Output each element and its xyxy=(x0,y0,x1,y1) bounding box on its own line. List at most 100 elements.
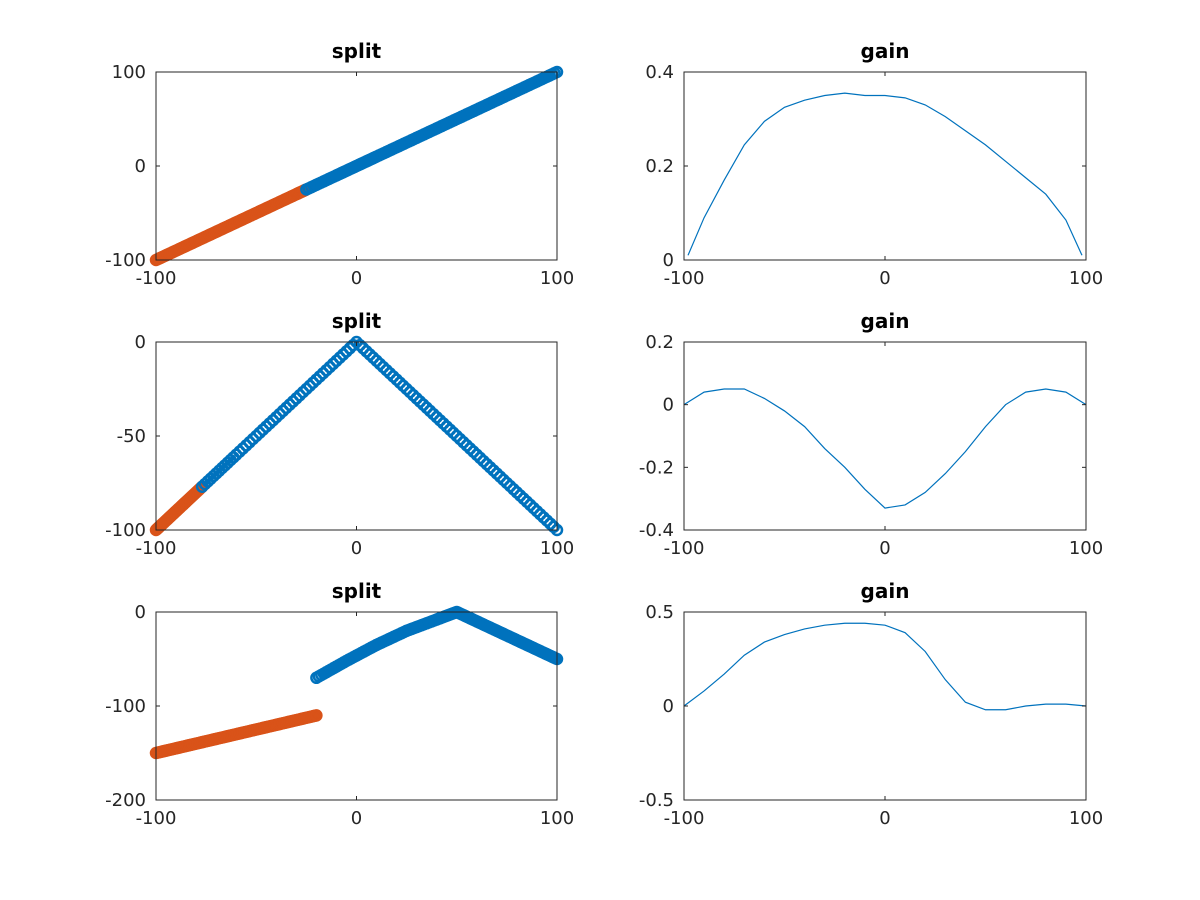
x-tick-label: 0 xyxy=(879,268,890,289)
subplot-4-title: gain xyxy=(861,309,910,333)
scatter-point xyxy=(547,520,560,534)
x-tick-label: -100 xyxy=(136,808,177,829)
scatter-point xyxy=(373,357,387,371)
scatter-point xyxy=(397,379,410,393)
scatter-point xyxy=(437,417,450,430)
y-tick-label: 0.2 xyxy=(645,332,674,353)
scatter-point xyxy=(310,373,323,386)
scatter-point xyxy=(440,420,453,433)
scatter-point xyxy=(537,511,550,524)
scatter-point xyxy=(290,392,303,405)
x-tick-label: 100 xyxy=(540,808,574,829)
x-tick-label: 0 xyxy=(351,268,362,289)
subplot-6-data xyxy=(683,622,1087,711)
scatter-point xyxy=(390,373,403,386)
scatter-point xyxy=(473,451,487,465)
y-tick-label: 0.2 xyxy=(645,156,674,177)
scatter-point xyxy=(266,414,280,427)
scatter-point xyxy=(353,338,367,352)
y-tick-label: 0 xyxy=(135,602,146,623)
scatter-point xyxy=(433,414,447,427)
scatter-point xyxy=(243,436,256,449)
x-tick-label: -100 xyxy=(136,268,177,289)
scatter-point xyxy=(527,501,540,515)
scatter-point xyxy=(483,461,497,474)
scatter-point xyxy=(447,426,460,440)
scatter-point xyxy=(323,360,337,374)
subplot-4-data xyxy=(683,388,1087,509)
scatter-point xyxy=(480,457,494,471)
scatter-point xyxy=(470,448,484,462)
y-tick-label: 0.4 xyxy=(645,62,674,83)
scatter-point xyxy=(310,709,323,722)
scatter-point xyxy=(540,514,554,527)
y-tick-label: 0 xyxy=(663,395,674,416)
scatter-point xyxy=(316,367,330,380)
scatter-point xyxy=(303,379,316,393)
x-tick-label: 100 xyxy=(540,538,574,559)
scatter-point xyxy=(403,385,417,399)
x-tick-label: 100 xyxy=(1069,538,1103,559)
scatter-point xyxy=(497,473,510,487)
scatter-point xyxy=(463,442,477,455)
x-tick-label: 0 xyxy=(879,538,890,559)
y-tick-label: -200 xyxy=(105,790,146,811)
scatter-point xyxy=(256,423,270,436)
subplot-3: split -100 0 100 -100 -50 0 xyxy=(105,309,574,559)
subplot-2-data xyxy=(687,92,1083,256)
scatter-point xyxy=(326,357,340,371)
scatter-point xyxy=(383,367,397,380)
scatter-point xyxy=(360,345,373,358)
scatter-point xyxy=(453,432,467,446)
scatter-point xyxy=(387,370,400,383)
y-tick-label: -100 xyxy=(105,520,146,541)
scatter-point xyxy=(380,363,393,377)
scatter-point xyxy=(306,376,320,389)
y-tick-label: -0.4 xyxy=(639,520,674,541)
x-tick-label: -100 xyxy=(136,538,177,559)
scatter-point xyxy=(490,467,504,480)
x-tick-label: 0 xyxy=(351,538,362,559)
scatter-point xyxy=(260,420,273,433)
scatter-point xyxy=(450,429,463,443)
scatter-point xyxy=(286,395,300,408)
subplot-3-title: split xyxy=(332,309,382,333)
scatter-point xyxy=(430,410,443,424)
scatter-point xyxy=(236,442,250,455)
subplot-2-title: gain xyxy=(861,39,910,63)
subplot-1-data xyxy=(149,65,564,267)
subplot-4: gain -100 0 100 -0.4 -0.2 0 0.2 xyxy=(639,309,1103,559)
subplot-1: split -100 0 100 -100 0 100 xyxy=(105,39,574,289)
scatter-point xyxy=(336,348,350,361)
gain-line-series-1 xyxy=(683,388,1087,509)
scatter-point xyxy=(534,508,547,521)
scatter-point xyxy=(410,392,423,405)
scatter-point xyxy=(517,492,530,505)
y-tick-label: -100 xyxy=(105,696,146,717)
scatter-point xyxy=(250,429,263,443)
subplot-6-title: gain xyxy=(861,579,910,603)
x-tick-label: -100 xyxy=(664,808,705,829)
scatter-point xyxy=(427,407,440,421)
y-tick-label: 0 xyxy=(663,696,674,717)
scatter-point xyxy=(296,385,310,399)
subplot-5-data xyxy=(149,605,564,760)
x-tick-label: 0 xyxy=(351,808,362,829)
scatter-point xyxy=(313,370,326,383)
scatter-point xyxy=(370,354,383,368)
scatter-point xyxy=(320,363,333,377)
scatter-point xyxy=(330,354,343,368)
x-tick-label: 100 xyxy=(1069,808,1103,829)
scatter-point xyxy=(530,504,544,518)
x-tick-label: 0 xyxy=(879,808,890,829)
scatter-point xyxy=(513,489,527,502)
scatter-point xyxy=(477,454,490,468)
scatter-point xyxy=(340,345,353,358)
scatter-point xyxy=(507,483,520,496)
scatter-point xyxy=(263,417,276,430)
x-tick-label: -100 xyxy=(664,538,705,559)
subplot-6: gain -100 0 100 -0.5 0 0.5 xyxy=(639,579,1103,829)
y-tick-label: 0.5 xyxy=(645,602,674,623)
subplot-1-title: split xyxy=(332,39,382,63)
